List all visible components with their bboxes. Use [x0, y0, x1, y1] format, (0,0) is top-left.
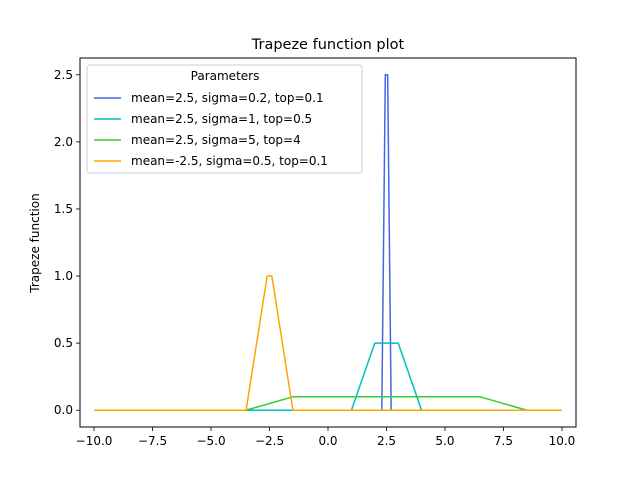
- series-line-3: [94, 275, 562, 411]
- x-tick-label: 5.0: [435, 434, 454, 448]
- y-tick-label: 2.5: [54, 68, 73, 82]
- legend-box: [86, 64, 363, 174]
- x-tick-label: −7.5: [138, 434, 167, 448]
- x-tick-label: 0.0: [318, 434, 337, 448]
- y-tick-label: 0.0: [54, 403, 73, 417]
- x-tick-label: −5.0: [196, 434, 225, 448]
- chart-title: Trapeze function plot: [251, 37, 405, 53]
- y-tick-label: 1.0: [54, 269, 73, 283]
- legend-entry-0: mean=2.5, sigma=0.2, top=0.1: [131, 91, 324, 105]
- x-tick-label: −10.0: [76, 434, 113, 448]
- series-line-2: [94, 396, 562, 411]
- x-tick-label: 2.5: [377, 434, 396, 448]
- series-layer: [94, 74, 562, 411]
- x-tick-label: 7.5: [494, 434, 513, 448]
- y-tick-label: 2.0: [54, 135, 73, 149]
- y-axis: 0.0 0.5 1.0 1.5 2.0 2.5: [54, 68, 80, 417]
- x-axis: −10.0 −7.5 −5.0 −2.5 0.0 2.5 5.0 7.5 10.0: [76, 427, 576, 448]
- x-tick-label: −2.5: [255, 434, 284, 448]
- y-tick-label: 1.5: [54, 202, 73, 216]
- legend-entry-1: mean=2.5, sigma=1, top=0.5: [131, 112, 312, 126]
- y-axis-label: Trapeze function: [28, 193, 42, 293]
- legend: Parameters mean=2.5, sigma=0.2, top=0.1 me…: [86, 64, 363, 174]
- legend-title: Parameters: [191, 69, 260, 83]
- legend-entry-2: mean=2.5, sigma=5, top=4: [131, 133, 301, 147]
- y-tick-label: 0.5: [54, 336, 73, 350]
- legend-entry-3: mean=-2.5, sigma=0.5, top=0.1: [131, 154, 328, 168]
- x-tick-label: 10.0: [549, 434, 576, 448]
